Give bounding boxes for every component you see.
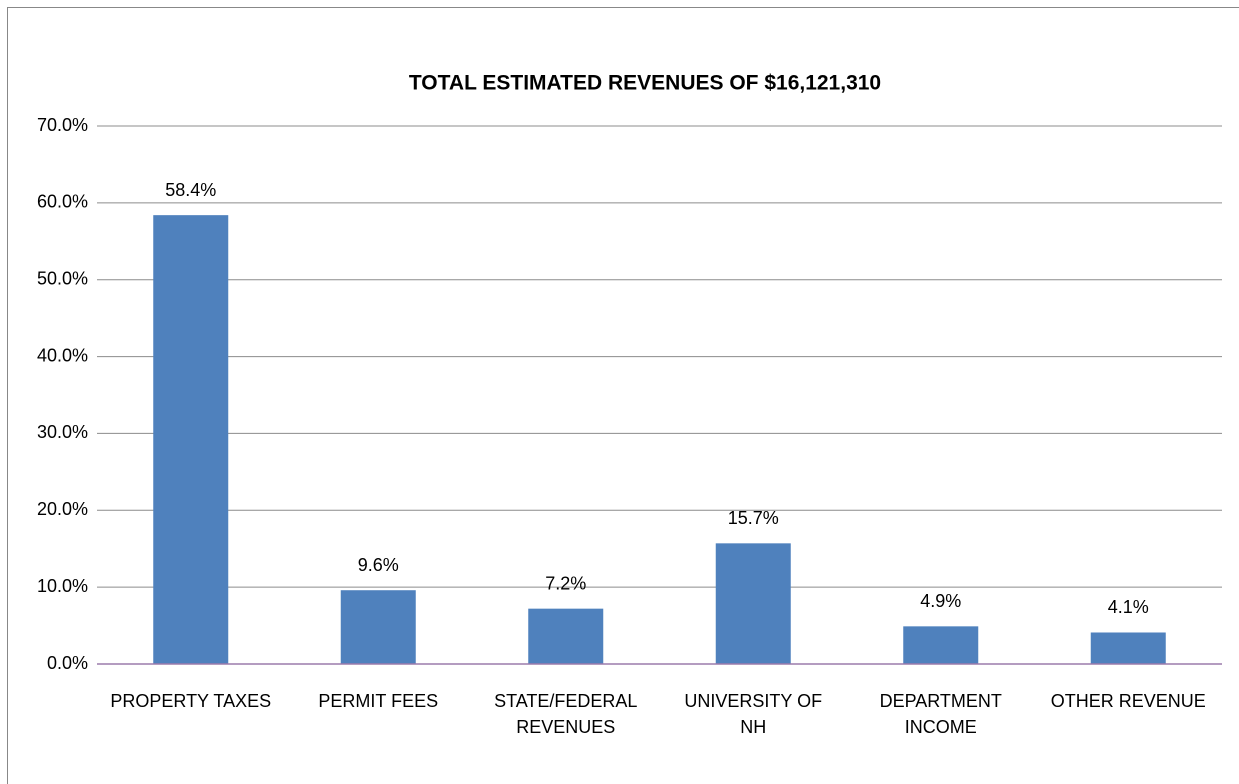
- bar: [340, 590, 416, 664]
- chart-title: TOTAL ESTIMATED REVENUES OF $16,121,310: [409, 72, 881, 95]
- data-label: 15.7%: [728, 508, 779, 528]
- data-label: 4.9%: [920, 591, 961, 611]
- data-label: 4.1%: [1108, 597, 1149, 617]
- y-tick-label: 30.0%: [37, 422, 88, 442]
- y-tick-label: 20.0%: [37, 499, 88, 519]
- y-tick-label: 10.0%: [37, 576, 88, 596]
- x-tick-label: STATE/FEDERAL REVENUES: [494, 691, 638, 737]
- bar: [528, 608, 604, 664]
- data-label: 58.4%: [165, 180, 216, 200]
- bar: [903, 626, 979, 664]
- x-tick-label: PERMIT FEES: [318, 691, 439, 711]
- x-tick-label: PROPERTY TAXES: [110, 691, 272, 711]
- y-tick-label: 50.0%: [37, 268, 88, 288]
- x-tick-label: OTHER REVENUE: [1050, 691, 1206, 711]
- x-tick-label: DEPARTMENT INCOME: [879, 691, 1002, 737]
- y-tick-label: 0.0%: [47, 653, 88, 673]
- data-label: 9.6%: [358, 555, 399, 575]
- x-tick-label: UNIVERSITY OF NH: [684, 691, 823, 737]
- y-tick-label: 60.0%: [37, 192, 88, 212]
- bar: [1090, 632, 1166, 664]
- data-label: 7.2%: [545, 573, 586, 593]
- bar: [153, 215, 229, 664]
- y-tick-label: 70.0%: [37, 115, 88, 135]
- bar: [715, 543, 791, 664]
- y-tick-label: 40.0%: [37, 345, 88, 365]
